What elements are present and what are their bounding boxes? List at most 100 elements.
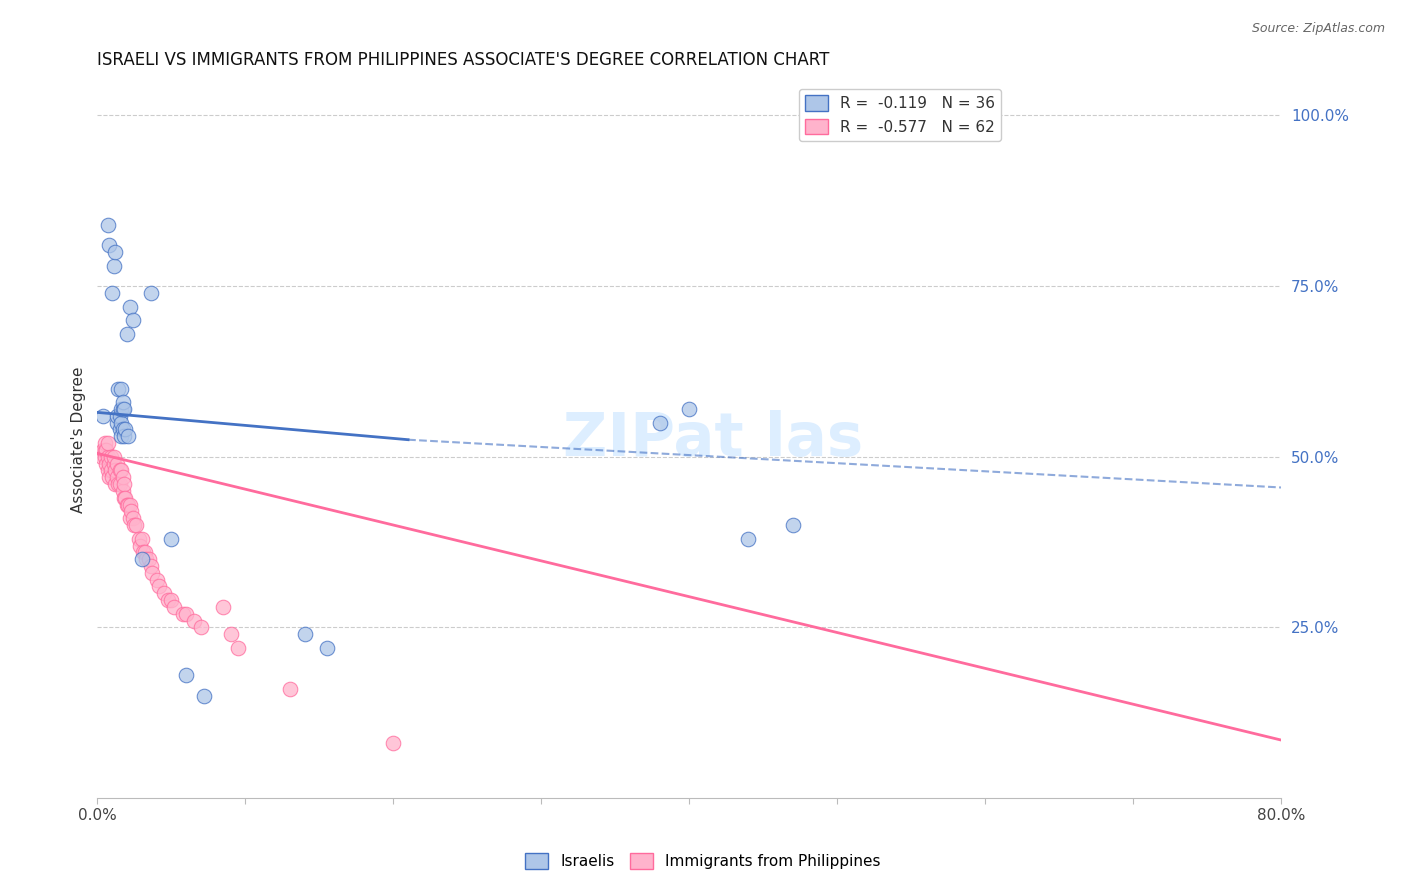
- Point: [100, 463, 122, 477]
- Point: [108, 477, 131, 491]
- Point: [104, 245, 127, 260]
- Point: [153, 586, 176, 600]
- Point: [172, 607, 194, 621]
- Point: [91, 442, 114, 457]
- Point: [648, 416, 671, 430]
- Point: [105, 416, 128, 430]
- Point: [212, 599, 235, 614]
- Point: [111, 395, 134, 409]
- Point: [96, 457, 118, 471]
- Point: [160, 593, 183, 607]
- Point: [131, 552, 153, 566]
- Y-axis label: Associate's Degree: Associate's Degree: [72, 367, 86, 513]
- Point: [111, 402, 134, 417]
- Point: [278, 681, 301, 696]
- Point: [103, 450, 125, 464]
- Point: [97, 463, 120, 477]
- Point: [115, 326, 138, 341]
- Point: [91, 409, 114, 423]
- Point: [110, 463, 132, 477]
- Point: [183, 614, 205, 628]
- Point: [98, 238, 121, 252]
- Point: [124, 518, 146, 533]
- Point: [157, 593, 180, 607]
- Point: [108, 422, 131, 436]
- Point: [107, 382, 129, 396]
- Point: [111, 422, 134, 436]
- Point: [103, 457, 125, 471]
- Point: [174, 668, 197, 682]
- Point: [294, 627, 316, 641]
- Point: [114, 422, 136, 436]
- Point: [111, 470, 134, 484]
- Point: [108, 409, 131, 423]
- Point: [114, 491, 136, 505]
- Point: [98, 470, 121, 484]
- Point: [94, 436, 117, 450]
- Point: [97, 218, 120, 232]
- Point: [94, 442, 117, 457]
- Point: [105, 409, 128, 423]
- Text: Source: ZipAtlas.com: Source: ZipAtlas.com: [1251, 22, 1385, 36]
- Point: [128, 532, 150, 546]
- Point: [105, 457, 128, 471]
- Text: ISRAELI VS IMMIGRANTS FROM PHILIPPINES ASSOCIATE'S DEGREE CORRELATION CHART: ISRAELI VS IMMIGRANTS FROM PHILIPPINES A…: [97, 51, 830, 69]
- Point: [97, 436, 120, 450]
- Point: [193, 689, 215, 703]
- Point: [121, 313, 143, 327]
- Point: [139, 285, 162, 300]
- Point: [138, 552, 160, 566]
- Point: [174, 607, 197, 621]
- Point: [163, 599, 186, 614]
- Point: [110, 416, 132, 430]
- Point: [100, 450, 122, 464]
- Point: [141, 566, 163, 580]
- Point: [148, 579, 170, 593]
- Point: [160, 532, 183, 546]
- Point: [117, 429, 139, 443]
- Point: [110, 402, 132, 417]
- Point: [226, 640, 249, 655]
- Point: [118, 511, 141, 525]
- Point: [121, 511, 143, 525]
- Point: [315, 640, 337, 655]
- Point: [108, 463, 131, 477]
- Point: [382, 736, 405, 750]
- Point: [219, 627, 242, 641]
- Point: [101, 285, 124, 300]
- Point: [103, 259, 125, 273]
- Point: [115, 498, 138, 512]
- Legend: R =  -0.119   N = 36, R =  -0.577   N = 62: R = -0.119 N = 36, R = -0.577 N = 62: [799, 89, 1001, 141]
- Point: [120, 504, 142, 518]
- Point: [101, 470, 124, 484]
- Point: [111, 483, 134, 498]
- Point: [118, 498, 141, 512]
- Point: [112, 477, 135, 491]
- Point: [135, 552, 157, 566]
- Point: [782, 518, 804, 533]
- Point: [94, 450, 117, 464]
- Point: [112, 429, 135, 443]
- Point: [125, 518, 148, 533]
- Text: ZIPat las: ZIPat las: [562, 410, 863, 469]
- Point: [134, 545, 156, 559]
- Point: [190, 620, 212, 634]
- Point: [104, 477, 127, 491]
- Point: [131, 532, 153, 546]
- Point: [737, 532, 759, 546]
- Point: [112, 402, 135, 417]
- Point: [139, 559, 162, 574]
- Point: [104, 463, 127, 477]
- Point: [96, 442, 118, 457]
- Point: [110, 429, 132, 443]
- Point: [107, 477, 129, 491]
- Legend: Israelis, Immigrants from Philippines: Israelis, Immigrants from Philippines: [519, 847, 887, 875]
- Point: [98, 457, 121, 471]
- Point: [678, 402, 700, 417]
- Point: [110, 382, 132, 396]
- Point: [118, 300, 141, 314]
- Point: [132, 545, 155, 559]
- Point: [112, 491, 135, 505]
- Point: [129, 539, 152, 553]
- Point: [97, 450, 120, 464]
